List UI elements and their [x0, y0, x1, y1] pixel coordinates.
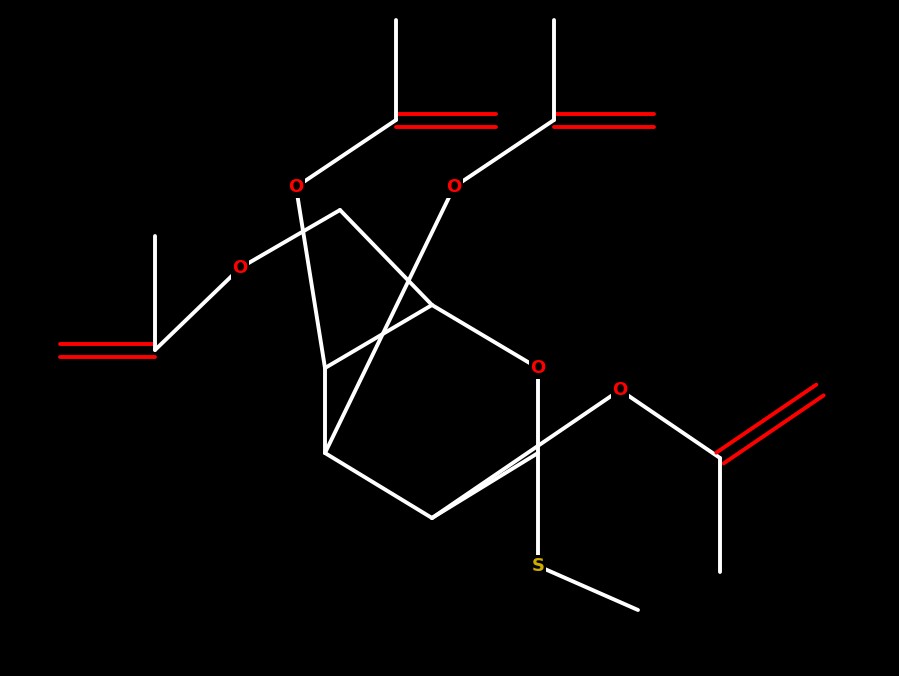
- Text: O: O: [612, 381, 628, 399]
- Text: O: O: [289, 178, 304, 196]
- Text: S: S: [531, 557, 545, 575]
- Text: O: O: [232, 259, 247, 277]
- Text: O: O: [530, 359, 546, 377]
- Text: O: O: [447, 178, 461, 196]
